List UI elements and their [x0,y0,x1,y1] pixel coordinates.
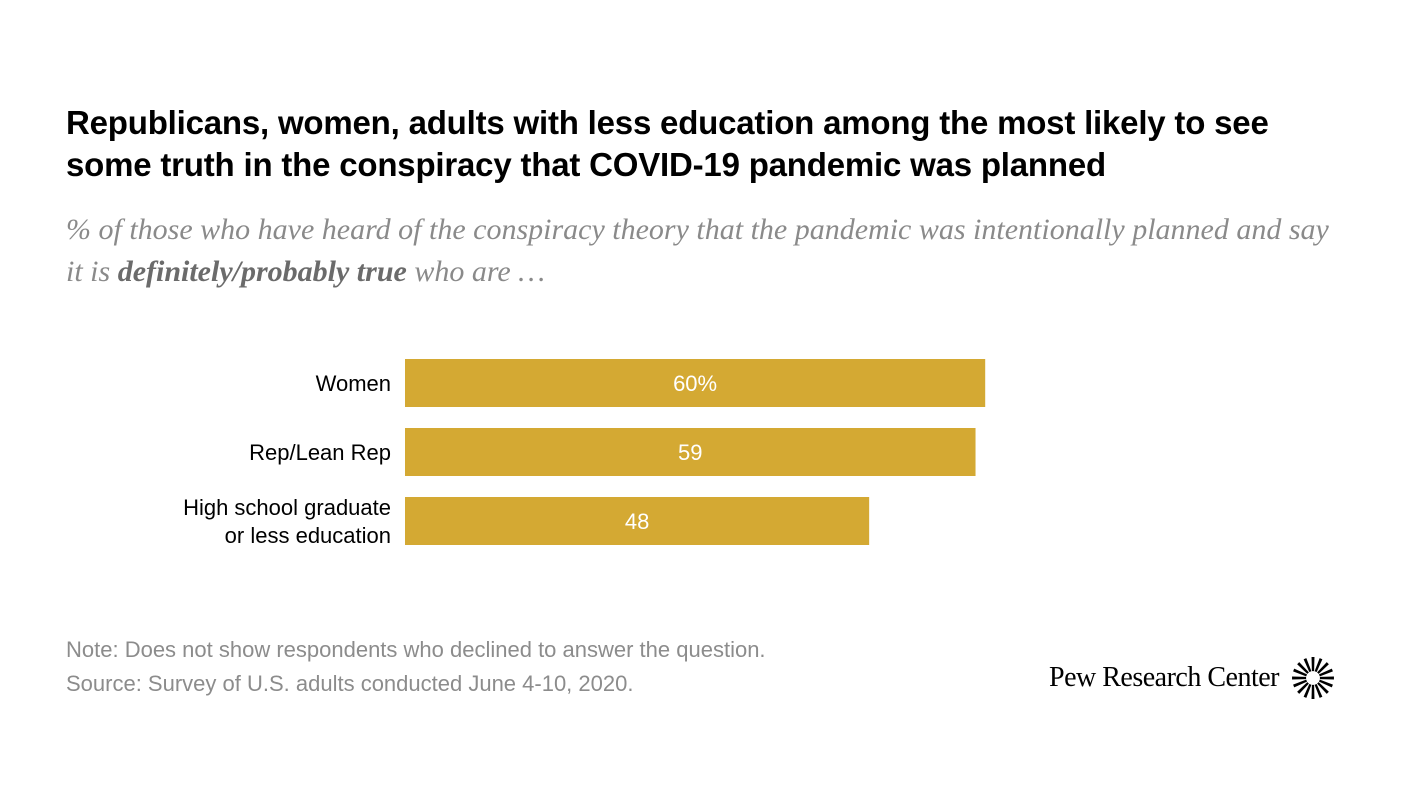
subtitle-text: % of those who have heard of the conspir… [66,213,1329,288]
bar-chart: 60% Women 59 Rep/Lean Rep 48 High school grad… [183,359,986,548]
source-text: Source: Survey of U.S. adults conducted … [66,671,634,696]
category-label: Rep/Lean Rep [249,440,391,465]
bar-1 [405,359,986,407]
brand-logo: Pew Research Center [1049,656,1335,700]
bar-value-label: 48 [625,509,649,534]
subtitle-emphasis: definitely/probably true [117,255,407,288]
category-label: Women [316,371,391,396]
category-label: High school graduate or less education [183,495,391,548]
note-text: Note: Does not show respondents who decl… [66,637,766,662]
subtitle-ending: who are … [406,255,545,288]
pew-sunburst-icon [1292,657,1334,699]
chart-notes: Note: Does not show respondents who decl… [66,633,766,701]
bar-value-label: 60% [673,371,717,396]
brand-name: Pew Research Center [1049,662,1279,693]
bar-2 [405,428,976,476]
chart-title: Republicans, women, adults with less edu… [66,104,1269,183]
chart-subtitle: % of those who have heard of the conspir… [66,209,1336,293]
bar-3 [405,497,870,545]
bar-value-label: 59 [678,440,702,465]
